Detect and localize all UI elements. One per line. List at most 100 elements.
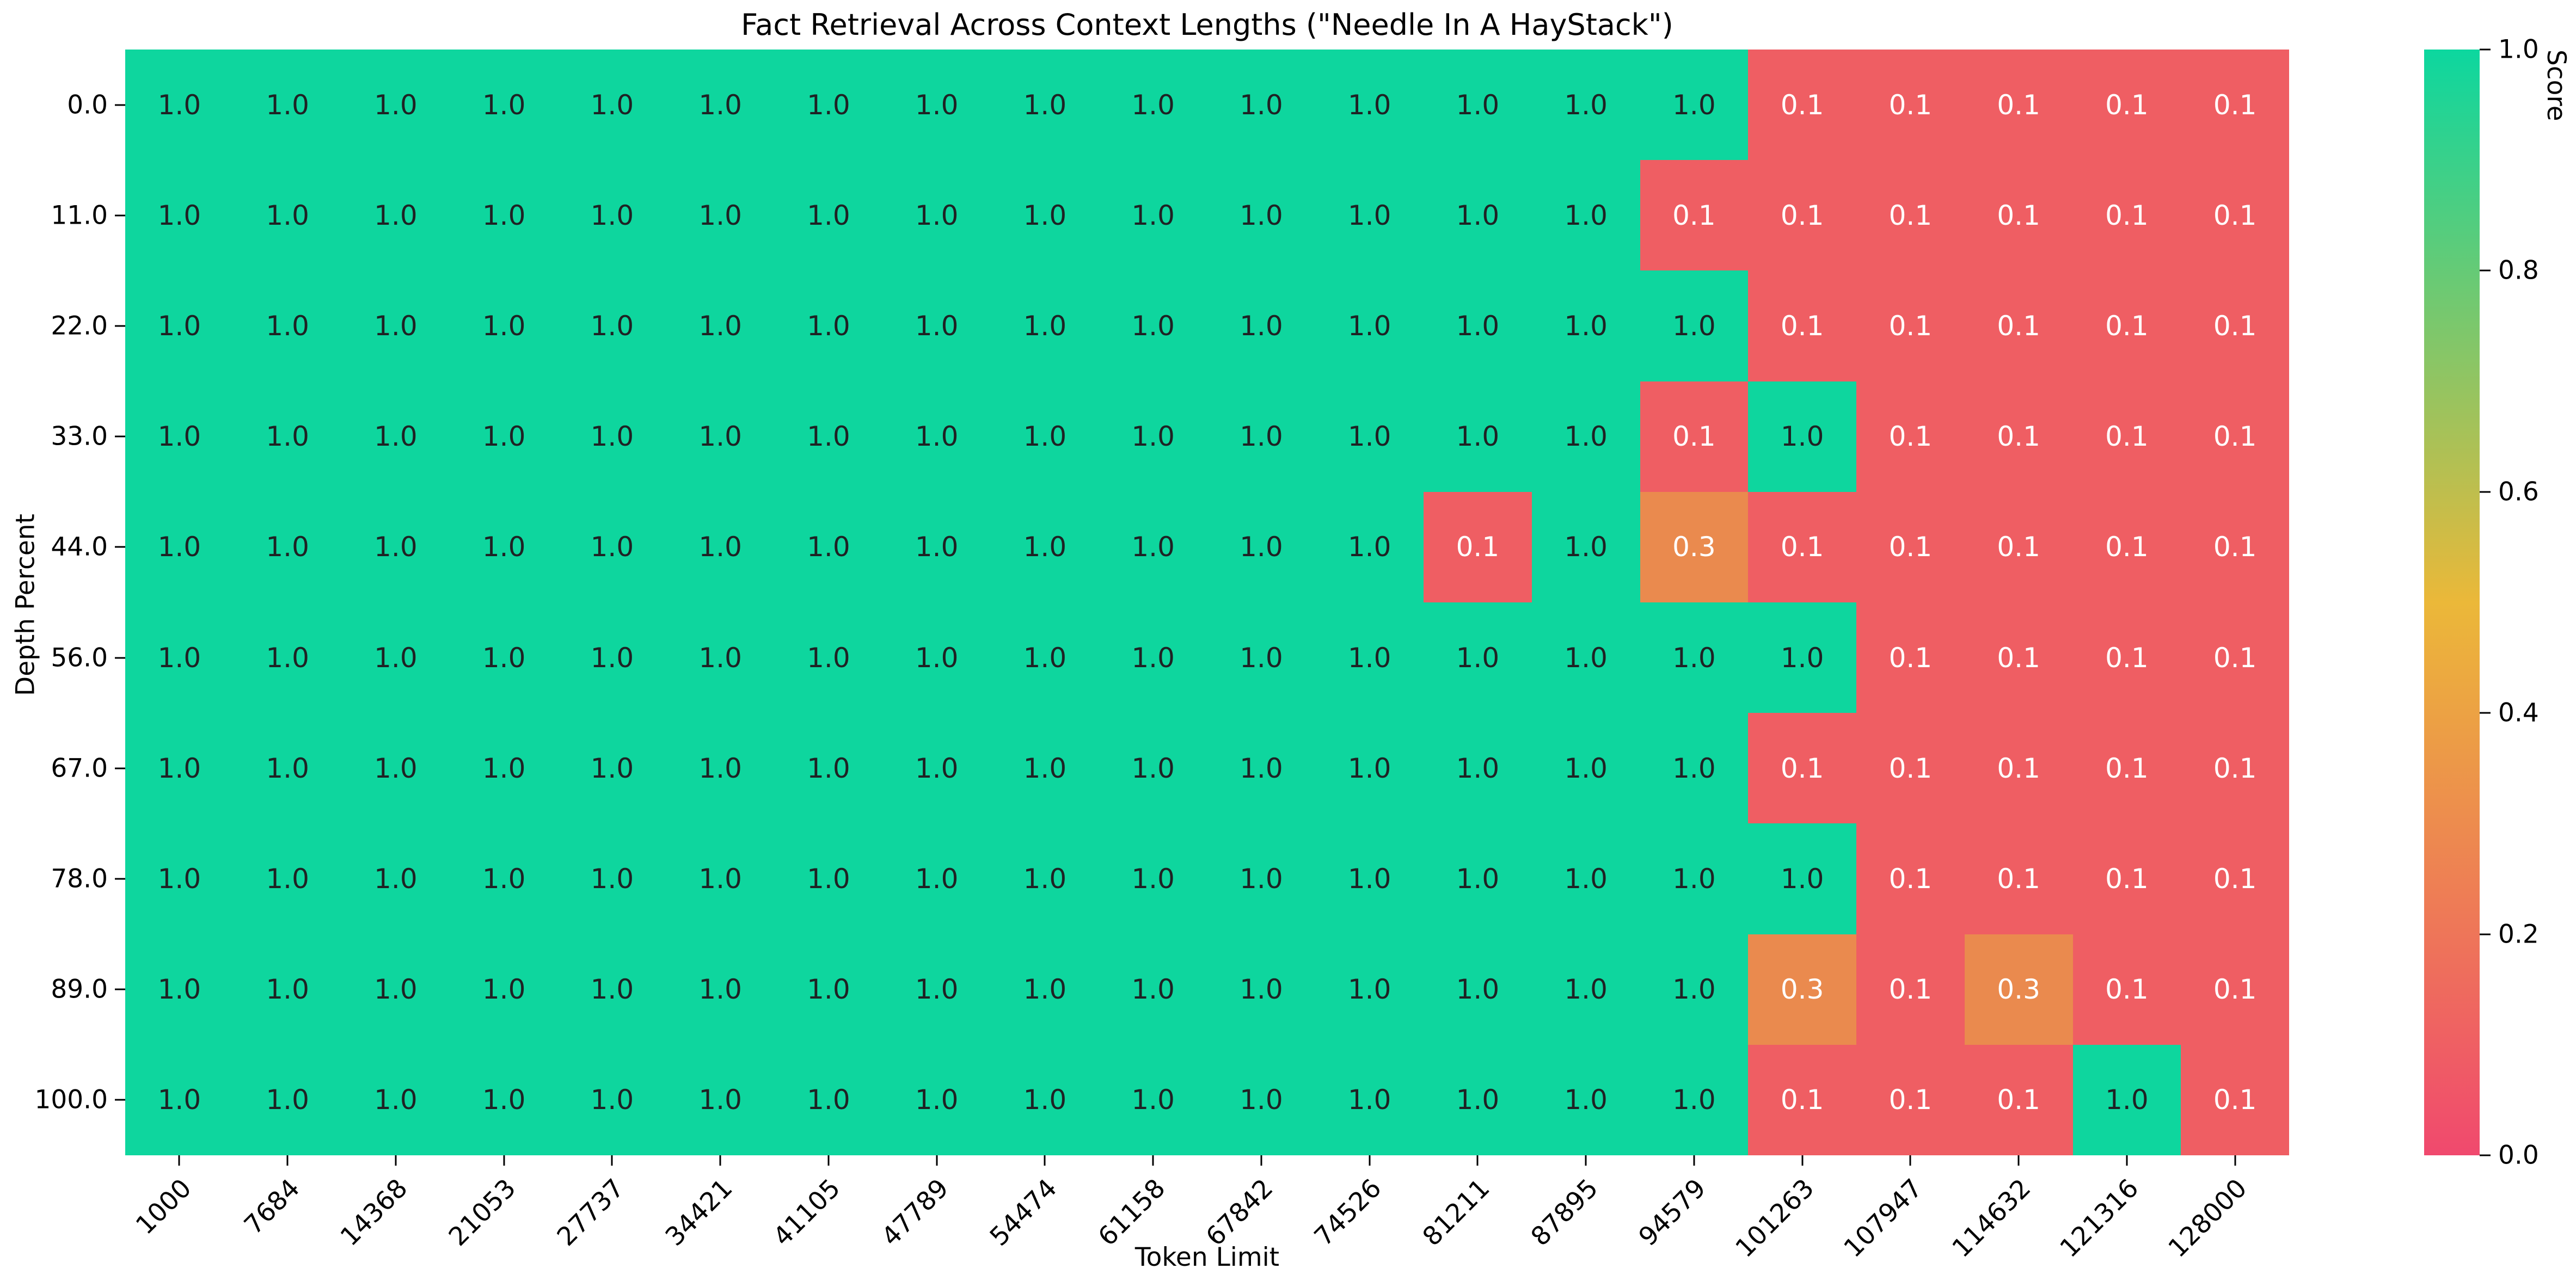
heatmap-cell: 1.0 <box>558 270 666 381</box>
heatmap-cell: 1.0 <box>233 491 342 602</box>
heatmap-cell: 1.0 <box>125 50 234 161</box>
heatmap-cell: 0.1 <box>1856 381 1965 492</box>
heatmap-cell: 0.1 <box>1748 160 1856 271</box>
colorbar-tick-label: 1.0 <box>2498 34 2539 65</box>
heatmap-cell: 1.0 <box>450 381 558 492</box>
heatmap-cell: 1.0 <box>882 934 991 1045</box>
heatmap-cell: 1.0 <box>1531 491 1640 602</box>
heatmap-cell: 1.0 <box>233 381 342 492</box>
heatmap-cell: 1.0 <box>1748 823 1856 934</box>
heatmap-cell: 0.1 <box>2181 381 2289 492</box>
heatmap-cell: 1.0 <box>558 491 666 602</box>
heatmap-cell: 0.1 <box>1964 823 2073 934</box>
x-tick-mark <box>2017 1155 2020 1166</box>
x-tick-label: 54474 <box>984 1173 1063 1252</box>
y-tick-mark <box>115 767 125 769</box>
heatmap-cell: 1.0 <box>233 713 342 824</box>
colorbar-tick-mark <box>2480 1154 2491 1156</box>
x-tick-mark <box>827 1155 830 1166</box>
y-tick-label: 100.0 <box>34 1085 108 1115</box>
heatmap-cell: 0.1 <box>1748 1044 1856 1155</box>
heatmap-cell: 0.1 <box>2181 823 2289 934</box>
x-tick-mark <box>936 1155 938 1166</box>
heatmap-cell: 1.0 <box>341 602 450 713</box>
x-tick-label: 7684 <box>238 1173 306 1241</box>
x-tick-mark <box>611 1155 613 1166</box>
heatmap-cell: 1.0 <box>1640 50 1749 161</box>
heatmap-cell: 1.0 <box>774 1044 883 1155</box>
y-tick-mark <box>115 878 125 880</box>
heatmap-cell: 1.0 <box>450 270 558 381</box>
heatmap-cell: 1.0 <box>666 934 775 1045</box>
y-tick-mark <box>115 1099 125 1101</box>
heatmap-cell: 1.0 <box>558 602 666 713</box>
x-tick-mark <box>286 1155 289 1166</box>
x-tick-label: 14368 <box>335 1173 414 1252</box>
heatmap-cell: 1.0 <box>1424 823 1532 934</box>
heatmap-cell: 1.0 <box>341 713 450 824</box>
heatmap-cell: 1.0 <box>558 50 666 161</box>
heatmap-cell: 1.0 <box>558 381 666 492</box>
y-axis-label: Depth Percent <box>10 514 41 696</box>
heatmap-cell: 0.1 <box>1748 50 1856 161</box>
heatmap-cell: 1.0 <box>341 934 450 1045</box>
heatmap-cell: 0.1 <box>2181 270 2289 381</box>
colorbar-tick-mark <box>2480 48 2491 51</box>
heatmap-cell: 1.0 <box>774 160 883 271</box>
y-tick-mark <box>115 214 125 217</box>
heatmap-cell: 0.1 <box>2072 50 2181 161</box>
heatmap-cell: 1.0 <box>1315 491 1424 602</box>
heatmap-cell: 0.1 <box>2181 160 2289 271</box>
heatmap-cell: 1.0 <box>666 602 775 713</box>
y-tick-mark <box>115 104 125 106</box>
heatmap-cell: 0.3 <box>1640 491 1749 602</box>
heatmap-cell: 0.1 <box>2181 50 2289 161</box>
heatmap-cell: 1.0 <box>1315 381 1424 492</box>
heatmap-cell: 1.0 <box>774 270 883 381</box>
x-tick-mark <box>1152 1155 1154 1166</box>
y-tick-mark <box>115 325 125 327</box>
colorbar-tick-mark <box>2480 933 2491 935</box>
heatmap-cell: 1.0 <box>1424 602 1532 713</box>
heatmap-cell: 1.0 <box>882 823 991 934</box>
y-tick-label: 44.0 <box>51 532 108 562</box>
heatmap-cell: 1.0 <box>1207 160 1316 271</box>
heatmap-cell: 0.1 <box>1748 491 1856 602</box>
heatmap-cell: 0.1 <box>1964 1044 2073 1155</box>
heatmap-cell: 1.0 <box>1531 934 1640 1045</box>
heatmap-cell: 0.1 <box>1964 50 2073 161</box>
heatmap-cell: 1.0 <box>774 602 883 713</box>
x-tick-label: 74526 <box>1308 1173 1388 1252</box>
heatmap-cell: 1.0 <box>1315 823 1424 934</box>
colorbar-tick-label: 0.6 <box>2498 477 2539 507</box>
x-tick-label: 87895 <box>1525 1173 1604 1252</box>
heatmap-cell: 1.0 <box>558 160 666 271</box>
x-tick-mark <box>395 1155 397 1166</box>
heatmap-cell: 1.0 <box>233 1044 342 1155</box>
heatmap-cell: 1.0 <box>1207 823 1316 934</box>
heatmap-cell: 1.0 <box>1531 602 1640 713</box>
heatmap-cell: 1.0 <box>666 50 775 161</box>
heatmap-cell: 1.0 <box>666 713 775 824</box>
heatmap-cell: 0.1 <box>1856 50 1965 161</box>
heatmap-cell: 1.0 <box>882 160 991 271</box>
y-tick-label: 56.0 <box>51 643 108 673</box>
heatmap-cell: 1.0 <box>341 381 450 492</box>
y-tick-mark <box>115 435 125 438</box>
heatmap-cell: 1.0 <box>1640 1044 1749 1155</box>
heatmap-cell: 1.0 <box>341 1044 450 1155</box>
heatmap-cell: 1.0 <box>666 160 775 271</box>
heatmap-cell: 1.0 <box>666 270 775 381</box>
heatmap-cell: 1.0 <box>1099 50 1207 161</box>
x-tick-label: 67842 <box>1200 1173 1279 1252</box>
heatmap-cell: 1.0 <box>882 381 991 492</box>
colorbar-tick-mark <box>2480 712 2491 714</box>
heatmap-cell: 1.0 <box>450 823 558 934</box>
heatmap-cell: 1.0 <box>1531 823 1640 934</box>
heatmap-cell: 1.0 <box>1531 270 1640 381</box>
x-tick-mark <box>1585 1155 1587 1166</box>
heatmap-cell: 1.0 <box>774 713 883 824</box>
heatmap-cell: 1.0 <box>774 934 883 1045</box>
heatmap-cell: 1.0 <box>1099 1044 1207 1155</box>
heatmap-cell: 0.1 <box>1856 270 1965 381</box>
